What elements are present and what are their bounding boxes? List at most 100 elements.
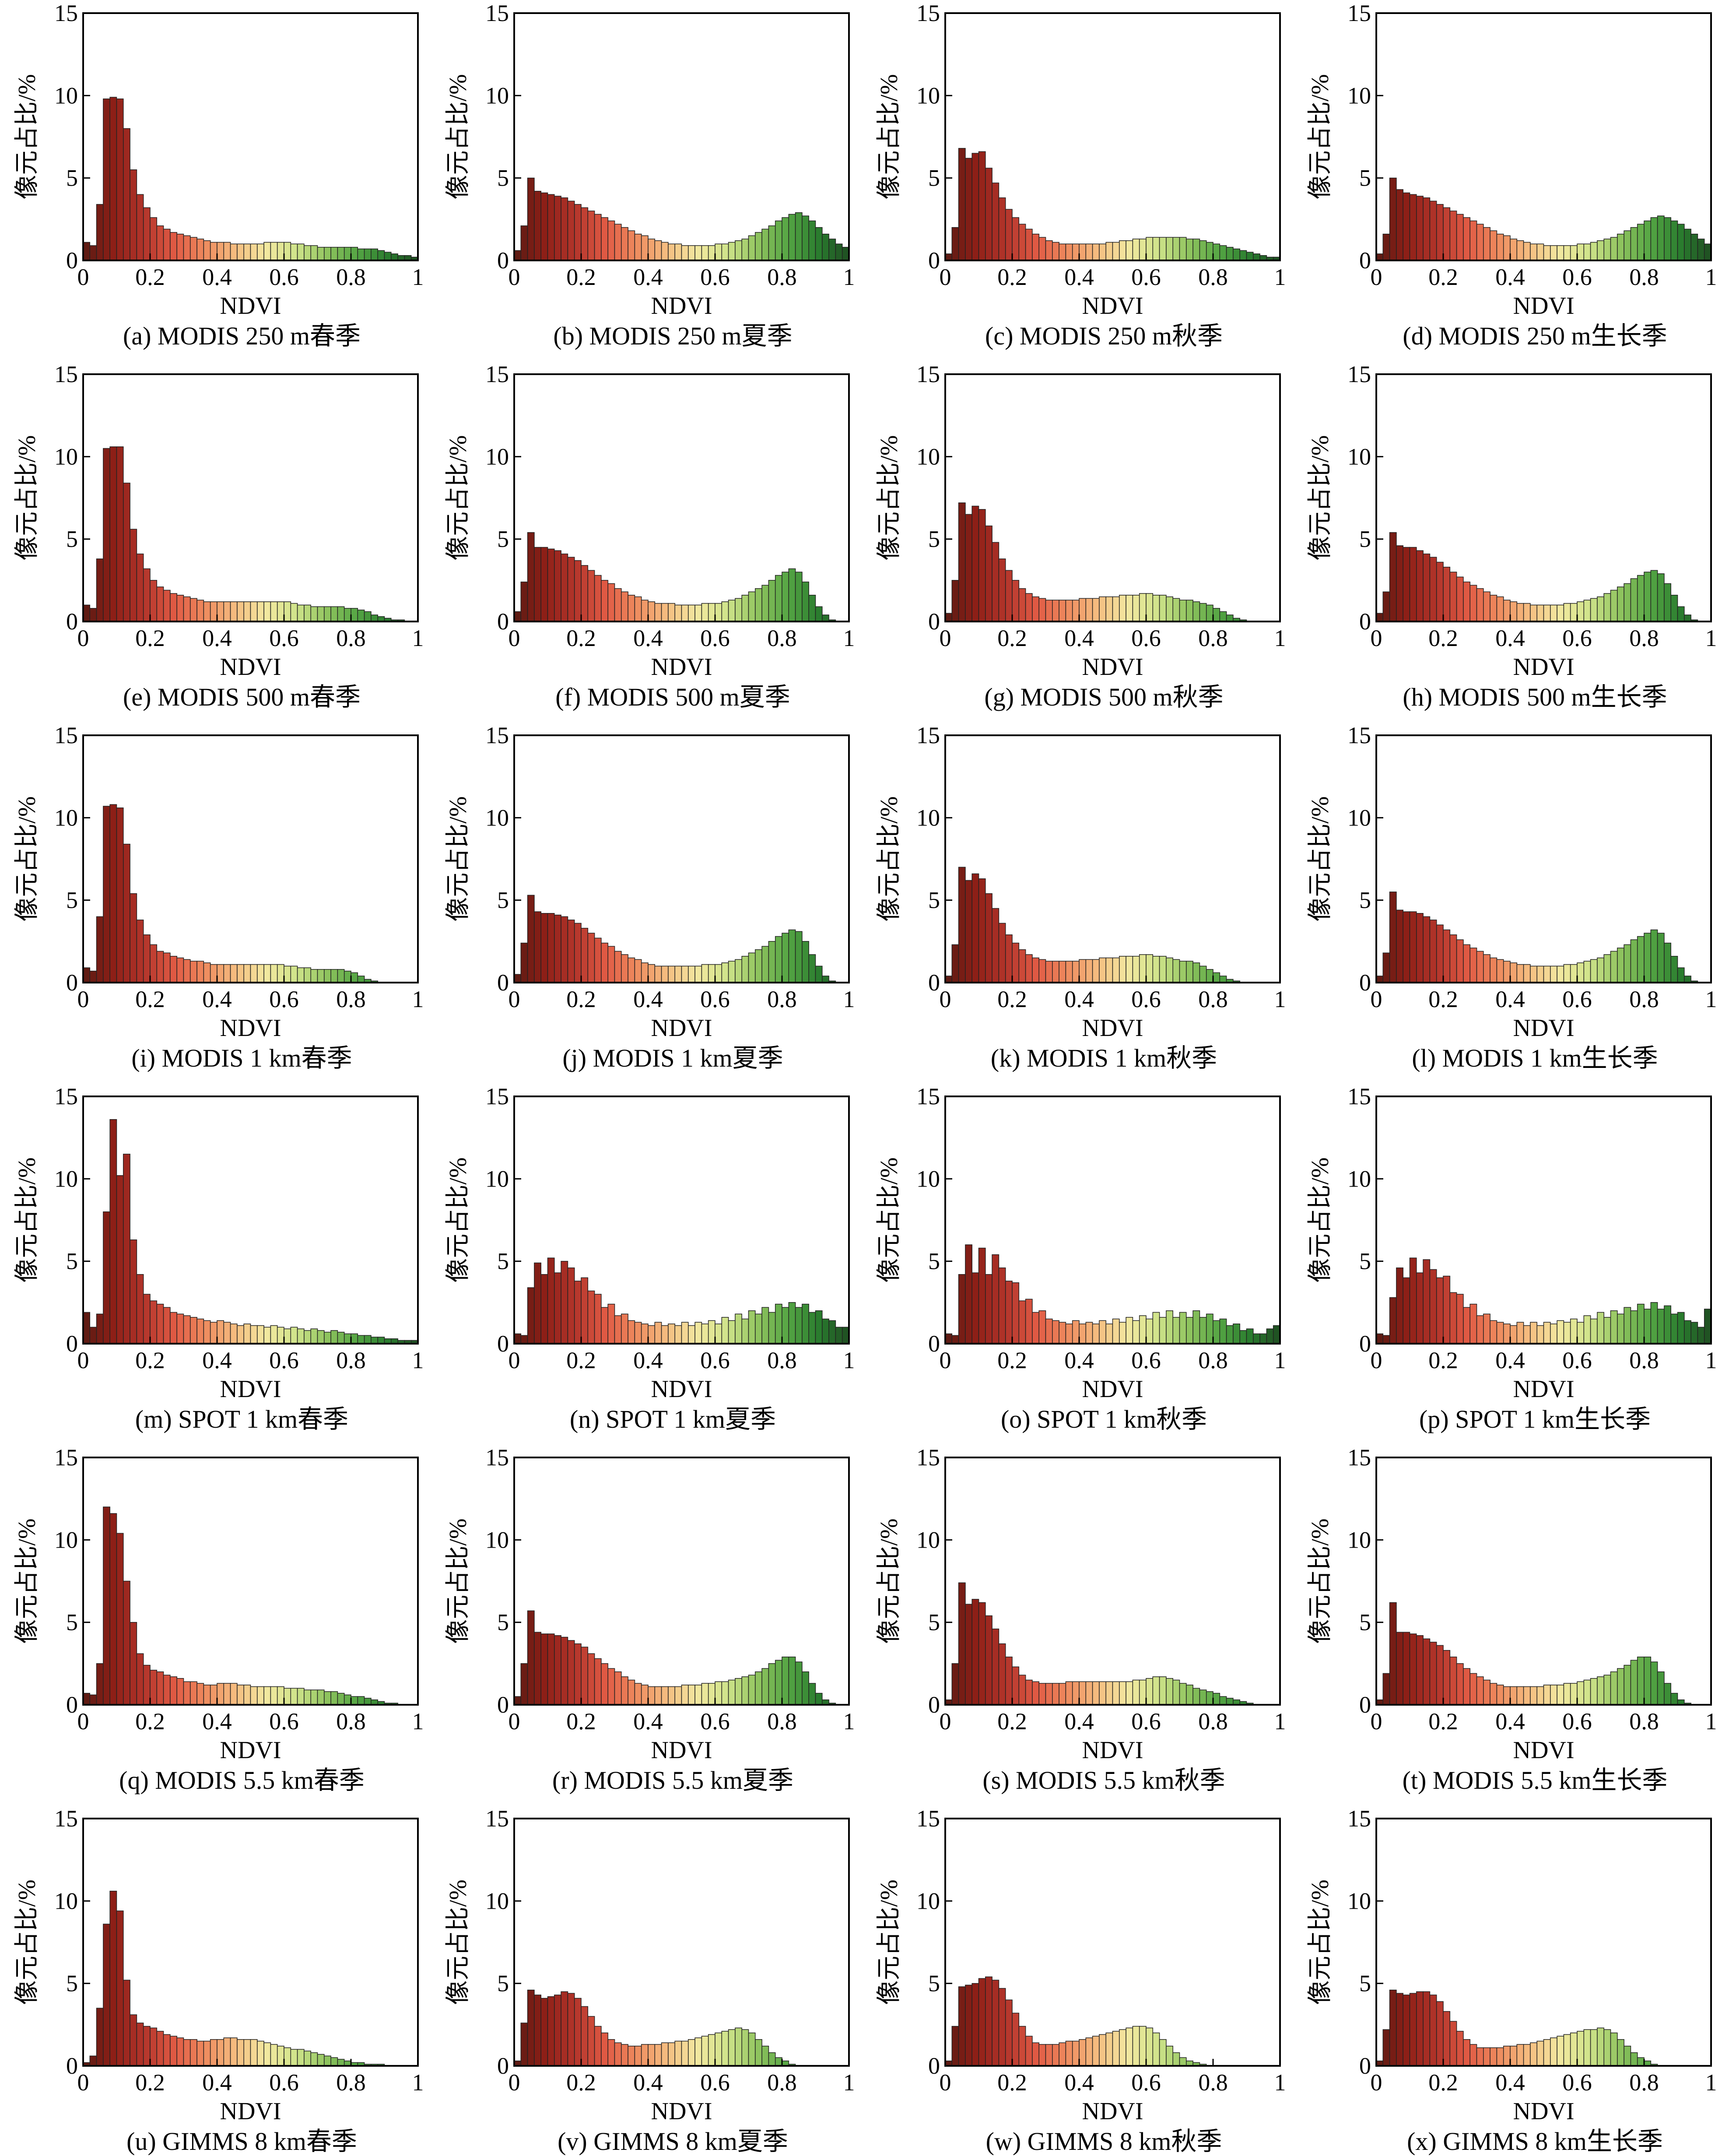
histogram-bar <box>1637 1657 1645 1705</box>
y-tick-label: 0 <box>1359 247 1371 274</box>
y-tick-label: 0 <box>497 1692 509 1718</box>
histogram-bar <box>183 596 191 622</box>
histogram-bar <box>802 581 809 622</box>
histogram-bar <box>337 606 345 622</box>
histogram-bar <box>163 1307 171 1344</box>
histogram-bar <box>715 1681 722 1705</box>
histogram-bar <box>1583 1315 1591 1344</box>
x-tick-label: 0.8 <box>1629 1347 1659 1373</box>
x-tick-label: 0.8 <box>336 625 366 651</box>
histogram-bar <box>1159 237 1167 261</box>
histogram-bar <box>1382 1335 1390 1344</box>
histogram-bar <box>1065 1681 1073 1705</box>
histogram-bar <box>196 600 204 622</box>
histogram-bar <box>661 1686 669 1705</box>
histogram-bar <box>351 1696 358 1705</box>
histogram-bar <box>567 1267 575 1344</box>
histogram-bar <box>364 1335 372 1344</box>
y-tick-label: 0 <box>497 1331 509 1357</box>
histogram-bar <box>210 601 217 622</box>
panel-caption: (w) GIMMS 8 km秋季 <box>986 2127 1222 2156</box>
histogram-bar <box>304 967 311 983</box>
x-tick-label: 0.8 <box>767 264 797 290</box>
histogram-bar <box>1018 2026 1026 2066</box>
histogram-bar <box>1456 214 1464 261</box>
histogram-bar <box>277 601 284 622</box>
histogram-bar <box>581 1647 589 1705</box>
histogram-bar <box>324 1691 331 1705</box>
histogram-bar <box>1112 242 1120 261</box>
histogram-bar <box>835 243 843 261</box>
histogram-bar <box>351 1333 358 1344</box>
histogram-bar <box>1152 594 1160 622</box>
histogram-bar <box>337 247 345 261</box>
x-tick-label: 0.8 <box>336 1708 366 1735</box>
histogram-bar <box>992 183 1000 261</box>
x-tick-label: 0.4 <box>202 986 232 1012</box>
histogram-bar <box>1085 1322 1093 1344</box>
histogram-bar <box>641 600 649 622</box>
histogram-bar <box>1570 245 1578 261</box>
histogram-bar <box>257 964 264 983</box>
histogram-bar <box>1119 240 1126 261</box>
histogram-bar <box>674 1325 682 1344</box>
histogram-panel: 0 5 10 15 0 0.2 0.4 0.6 0.8 1 NDVI 像元占比/% (j) MODIS … <box>445 722 855 1072</box>
histogram-bar <box>1099 957 1106 983</box>
x-tick-label: 0.6 <box>269 2069 299 2096</box>
histogram-bar <box>337 1692 345 1705</box>
histogram-bar <box>1146 237 1154 261</box>
histogram-bar <box>310 245 318 261</box>
histogram-bar <box>263 2042 271 2066</box>
histogram-bar <box>534 1632 541 1705</box>
histogram-bar <box>951 1663 959 1705</box>
histogram-bar <box>1396 545 1403 622</box>
plot-frame <box>1375 734 1712 983</box>
histogram-bar <box>243 1324 251 1344</box>
x-tick-label: 0.6 <box>1131 264 1161 290</box>
histogram-bar <box>170 2036 177 2066</box>
histogram-bar <box>1617 1668 1624 1705</box>
histogram-bar <box>230 964 238 983</box>
histogram-bar <box>1577 1322 1585 1344</box>
histogram-bar <box>1416 550 1424 622</box>
histogram-bar <box>1563 2034 1571 2066</box>
histogram-bar <box>1018 224 1026 261</box>
x-axis-label: NDVI <box>220 1376 281 1403</box>
histogram-bar <box>1543 604 1551 622</box>
y-tick-label: 5 <box>66 1248 78 1275</box>
histogram-bar <box>1630 2052 1638 2066</box>
histogram-bar <box>540 1998 548 2066</box>
y-tick-label: 0 <box>928 969 940 996</box>
y-tick-label: 5 <box>497 165 509 191</box>
histogram-bar <box>775 1660 782 1705</box>
histogram-bar <box>775 936 782 983</box>
histogram-bar <box>1449 1292 1457 1344</box>
y-tick-label: 10 <box>485 1527 509 1553</box>
x-tick-label: 0.8 <box>767 1708 797 1735</box>
x-tick-label: 0.4 <box>202 1708 232 1735</box>
x-tick-label: 0.6 <box>1131 2069 1161 2096</box>
x-axis-label: NDVI <box>651 1376 712 1403</box>
histogram-bar <box>574 1643 582 1705</box>
x-tick-label: 0.6 <box>700 625 730 651</box>
histogram-bar <box>681 1685 689 1705</box>
histogram-bar <box>648 239 656 261</box>
histogram-bar <box>561 1636 568 1705</box>
histogram-bar <box>270 1325 278 1344</box>
histogram-bar <box>203 962 211 983</box>
histogram-bar <box>971 873 979 983</box>
histogram-bar <box>1389 892 1397 983</box>
histogram-bar <box>735 959 742 983</box>
histogram-bar <box>1597 1312 1604 1344</box>
histogram-bar <box>574 1281 582 1344</box>
histogram-bar <box>534 911 541 983</box>
histogram-bar <box>721 1681 729 1705</box>
x-tick-label: 0.2 <box>135 264 165 290</box>
histogram-bar <box>391 253 398 261</box>
histogram-bar <box>1132 2026 1140 2066</box>
y-tick-label: 10 <box>1347 82 1371 109</box>
histogram-bars <box>514 1610 836 1705</box>
histogram-bar <box>1496 959 1504 983</box>
histogram-bar <box>230 601 238 622</box>
y-tick-label: 0 <box>497 969 509 996</box>
